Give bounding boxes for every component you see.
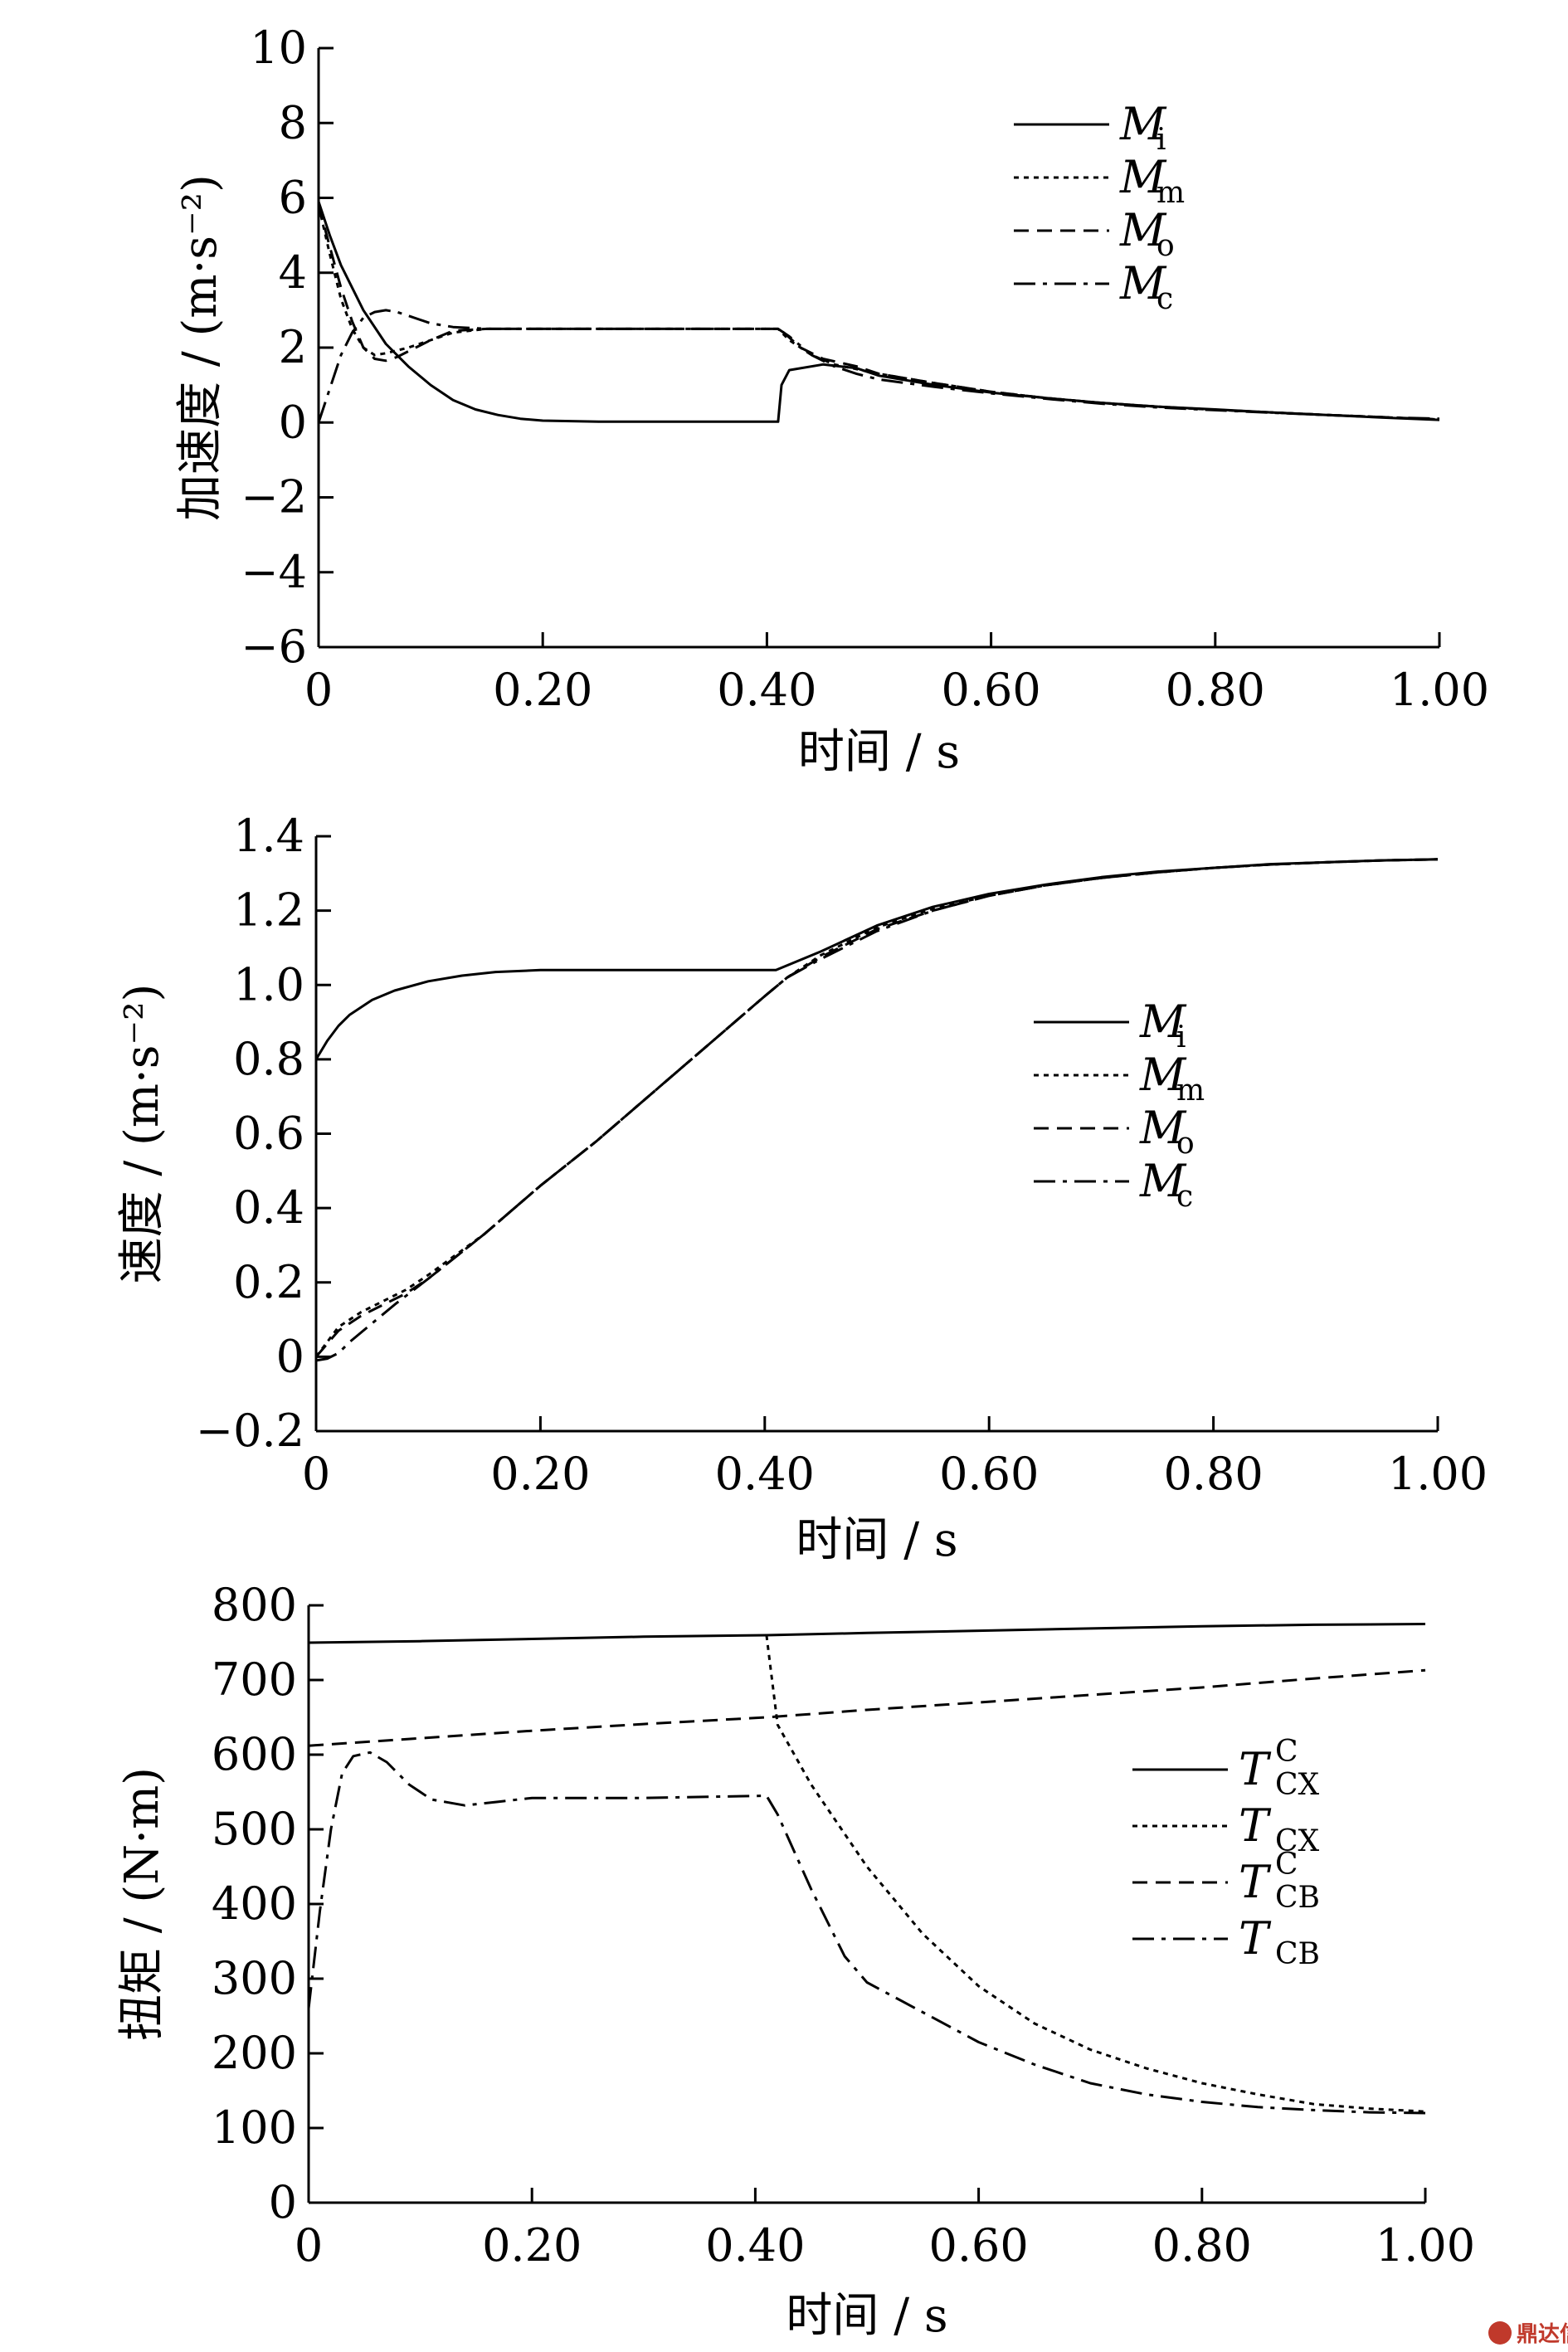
legend-entry: M	[1139, 1102, 1187, 1154]
x-tick-label: 0	[304, 664, 333, 716]
chart-2: 0 0.20 0.40 0.60 0.80 1.00−0.200.20.40.60.81.…	[115, 810, 1488, 1567]
y-tick-label: 4	[279, 246, 307, 299]
chart-3: 0 0.20 0.40 0.60 0.80 1.00 0 100 200 300 400 500 600…	[115, 1579, 1475, 2343]
series-line-1	[317, 201, 1440, 423]
legend-subscript: CB	[1275, 1881, 1320, 1915]
legend-entry: M	[1119, 257, 1167, 309]
watermark: 鼎达信	[1488, 2321, 1568, 2347]
y-tick-label: 500	[212, 1803, 297, 1855]
y-tick-label: 600	[212, 1728, 297, 1780]
y-tick-label: 100	[212, 2101, 297, 2154]
series-line-4	[315, 858, 1439, 1362]
y-tick-label: −6	[241, 621, 307, 673]
series-line-2	[314, 858, 1439, 1358]
legend-entry: M	[1119, 98, 1167, 150]
x-tick-label: 0.20	[490, 1448, 590, 1500]
legend-entry: M	[1139, 996, 1187, 1048]
series-line-4	[307, 1751, 1426, 2115]
x-tick-label: 0.60	[928, 2219, 1028, 2272]
watermark-logo-icon	[1488, 2321, 1512, 2345]
series-line-2	[765, 1634, 1426, 2113]
legend-subscript: i	[1157, 123, 1166, 157]
legend-subscript: i	[1176, 1020, 1186, 1054]
x-tick-label: 0.60	[941, 664, 1040, 716]
series-line-1	[308, 1623, 1426, 1644]
y-tick-label: 0	[279, 396, 307, 448]
legend-subscript: CX	[1275, 1768, 1320, 1802]
y-axis-label: 速度 / (m·s⁻²)	[115, 984, 169, 1284]
y-tick-label: 1.4	[233, 810, 304, 862]
series-line-3	[314, 858, 1439, 1358]
x-tick-label: 0	[295, 2219, 323, 2272]
legend-subscript: CX	[1275, 1824, 1320, 1858]
x-tick-label: 1.00	[1376, 2219, 1475, 2272]
y-tick-label: 0.2	[233, 1256, 304, 1308]
y-tick-label: 0.8	[233, 1033, 304, 1085]
watermark-text: 鼎达信	[1517, 2322, 1568, 2347]
x-tick-label: 0.40	[705, 2219, 805, 2272]
y-tick-label: 800	[212, 1579, 297, 1631]
x-tick-label: 1.00	[1388, 1448, 1488, 1500]
legend-entry: T	[1239, 1912, 1272, 1965]
y-tick-label: 0.6	[233, 1108, 304, 1160]
legend-superscript: C	[1275, 1735, 1298, 1769]
legend-entry: T	[1239, 1799, 1272, 1852]
legend-entry: M	[1119, 204, 1167, 256]
legend-entry: T	[1239, 1743, 1272, 1795]
y-tick-label: 0	[276, 1330, 304, 1382]
x-tick-label: 0.80	[1163, 1448, 1263, 1500]
y-tick-label: 1.2	[233, 884, 304, 937]
y-tick-label: 0.4	[233, 1181, 304, 1234]
y-tick-label: 8	[279, 96, 307, 149]
x-tick-label: 0.20	[482, 2219, 582, 2272]
y-tick-label: −2	[241, 471, 307, 523]
x-axis-label: 时间 / s	[796, 1513, 957, 1567]
x-tick-label: 0.40	[717, 664, 816, 716]
legend-entry: M	[1139, 1049, 1187, 1101]
y-tick-label: 2	[279, 321, 307, 373]
legend-entry: M	[1139, 1155, 1187, 1207]
x-tick-label: 0	[302, 1448, 330, 1500]
chart-1: 0 0.20 0.40 0.60 0.80 1.00 −6 −4 −2 0 2 4 6 8 10 时间 / s…	[173, 22, 1489, 779]
series-line-3	[308, 1668, 1426, 1747]
x-tick-label: 0.60	[939, 1448, 1039, 1500]
y-tick-label: −0.2	[196, 1405, 304, 1457]
legend-subscript: m	[1157, 176, 1185, 210]
series-line-2	[317, 205, 1440, 421]
legend-subscript: c	[1157, 282, 1173, 316]
x-tick-label: 0.20	[493, 664, 592, 716]
y-tick-label: −4	[241, 546, 307, 598]
y-tick-label: 6	[279, 172, 307, 224]
y-tick-label: 0	[269, 2176, 297, 2228]
y-tick-label: 300	[212, 1952, 297, 2004]
legend-subscript: o	[1157, 229, 1175, 263]
legend-subscript: CB	[1275, 1937, 1320, 1971]
x-tick-label: 0.80	[1166, 664, 1265, 716]
y-tick-label: 1.0	[233, 958, 304, 1010]
series-line-1	[314, 858, 1439, 1060]
x-tick-label: 1.00	[1390, 664, 1489, 716]
x-axis-label: 时间 / s	[798, 725, 960, 779]
legend-entry: M	[1119, 151, 1167, 203]
legend-entry: T	[1239, 1856, 1272, 1908]
legend-subscript: c	[1176, 1180, 1193, 1214]
x-tick-label: 0.40	[715, 1448, 815, 1500]
y-axis-label: 扭矩 / (N·m)	[115, 1767, 169, 2041]
y-tick-label: 200	[212, 2027, 297, 2079]
legend-subscript: o	[1176, 1127, 1195, 1161]
x-axis-label: 时间 / s	[786, 2289, 947, 2343]
series-line-4	[317, 309, 1440, 423]
x-tick-label: 0.80	[1152, 2219, 1252, 2272]
y-axis-label: 加速度 / (m·s⁻²)	[173, 174, 227, 521]
legend-subscript: m	[1176, 1074, 1205, 1108]
y-tick-label: 400	[212, 1877, 297, 1930]
y-tick-label: 10	[250, 22, 307, 74]
series-line-3	[317, 205, 1440, 421]
legend-superscript: C	[1275, 1848, 1298, 1882]
y-tick-label: 700	[212, 1653, 297, 1706]
